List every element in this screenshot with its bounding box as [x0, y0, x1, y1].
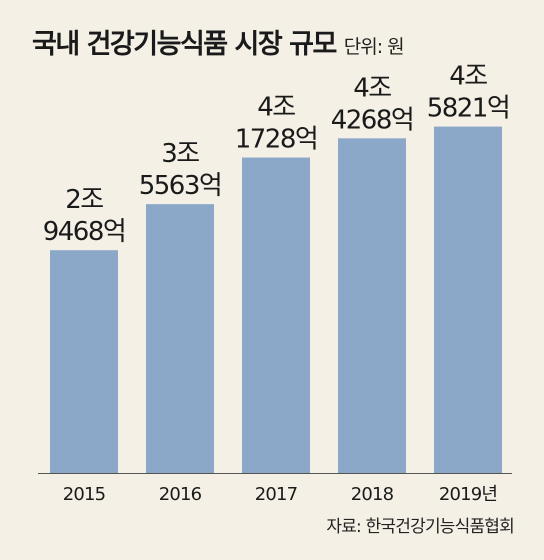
bar-2017	[242, 157, 310, 473]
data-label-2019년-line2: 5821억	[427, 94, 510, 124]
data-label-2018-line1: 4조	[353, 73, 391, 103]
data-label-2019년-line1: 4조	[449, 62, 487, 92]
data-label-2018-line2: 4268억	[331, 105, 414, 135]
data-label-2015-line2: 9468억	[43, 217, 126, 247]
x-tick-2019년: 2019년	[439, 484, 497, 505]
chart-title: 국내 건강기능식품 시장 규모	[32, 29, 337, 60]
x-tick-2018: 2018	[351, 484, 394, 505]
data-label-2017-line1: 4조	[257, 93, 295, 123]
x-tick-2017: 2017	[255, 484, 298, 505]
data-label-2016-line2: 5563억	[139, 171, 222, 201]
bar-2015	[50, 250, 118, 473]
x-tick-2016: 2016	[159, 484, 202, 505]
bar-2019년	[434, 126, 502, 474]
chart-header: 국내 건강기능식품 시장 규모 단위: 원	[32, 22, 405, 61]
x-tick-2015: 2015	[63, 484, 106, 505]
source-note: 자료: 한국건강기능식품협회	[326, 517, 514, 537]
data-label-2015-line1: 2조	[65, 185, 103, 215]
x-tick-group: 2015 2016 2017 2018 2019년	[63, 484, 498, 505]
bar-2016	[146, 204, 214, 473]
bar-2018	[338, 138, 406, 473]
data-label-2017-line2: 1728억	[235, 125, 318, 155]
unit-label: 단위: 원	[343, 36, 405, 58]
data-label-2016-line1: 3조	[161, 139, 199, 169]
bar-group	[50, 126, 502, 474]
